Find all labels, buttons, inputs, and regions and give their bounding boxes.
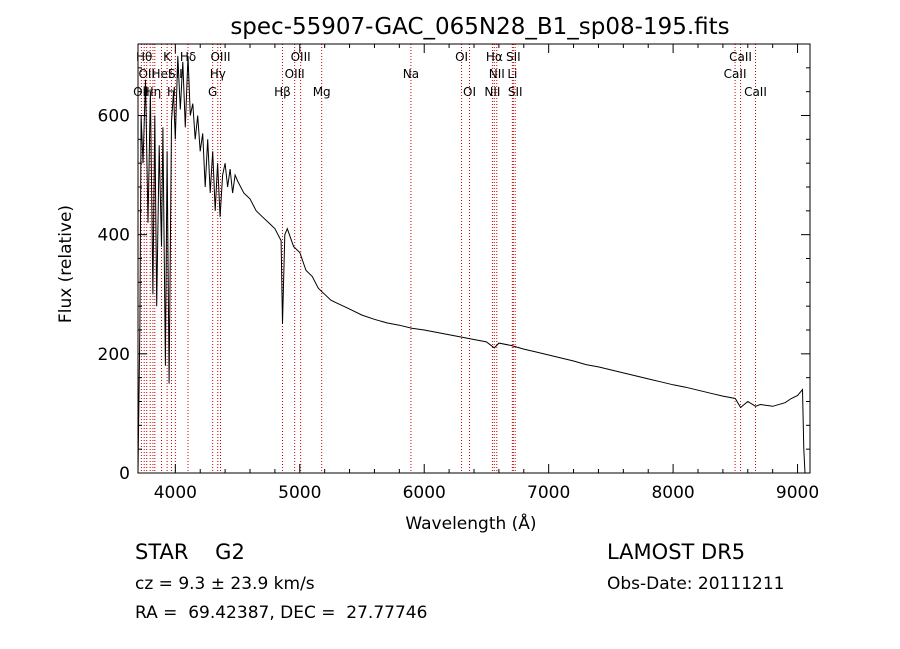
- spectrum-line: [137, 55, 806, 474]
- spectral-line-label: SII: [508, 85, 523, 99]
- y-tick-label: 400: [98, 226, 130, 246]
- spectral-line-label: K: [163, 50, 172, 64]
- spectral-line-label: CaII: [744, 85, 767, 99]
- spectral-line-label: G: [208, 85, 217, 99]
- x-tick-label: 4000: [154, 483, 197, 503]
- spectral-line-label: Na: [403, 67, 419, 81]
- spectral-line-label: Hη: [145, 85, 162, 99]
- observation-date: Obs-Date: 20111211: [607, 574, 785, 594]
- spectral-line-label: OIII: [285, 67, 305, 81]
- x-tick-label: 8000: [651, 483, 694, 503]
- spectral-line-label: Hα: [486, 50, 503, 64]
- coordinates: RA = 69.42387, DEC = 27.77746: [135, 603, 428, 623]
- spectral-line-label: OIII: [291, 50, 311, 64]
- x-tick-label: 6000: [403, 483, 446, 503]
- object-class: STAR G2: [135, 540, 245, 564]
- spectral-line-label: OI: [463, 85, 476, 99]
- spectral-line-label: Hβ: [274, 85, 291, 99]
- y-tick-label: 200: [98, 345, 130, 365]
- spectral-line-markers: [140, 44, 756, 473]
- redshift-velocity: cz = 9.3 ± 23.9 km/s: [135, 574, 315, 594]
- spectral-line-label: H: [167, 85, 176, 99]
- spectral-line-label: CaII: [724, 67, 747, 81]
- y-axis: 0 200 400 600: [98, 67, 810, 484]
- spectral-line-label: OII: [138, 67, 155, 81]
- x-tick-label: 7000: [527, 483, 570, 503]
- spectral-line-label: CaII: [729, 50, 752, 64]
- spectral-line-label: NII: [484, 85, 500, 99]
- chart-title: spec-55907-GAC_065N28_B1_sp08-195.fits: [230, 14, 729, 40]
- spectral-line-labels: OIIHθOIIHηHeIKHSIIHδGHγOIIIHβOIIIOIIIMgN…: [133, 50, 767, 99]
- x-axis: 4000 5000 6000 7000 8000 9000: [154, 44, 819, 503]
- spectral-line-label: Li: [507, 67, 517, 81]
- y-axis-label: Flux (relative): [56, 205, 76, 323]
- y-tick-label: 600: [98, 107, 130, 127]
- spectral-line-label: SII: [168, 67, 183, 81]
- spectral-line-label: OIII: [210, 50, 230, 64]
- spectral-line-label: HeI: [152, 67, 172, 81]
- spectral-line-label: NII: [489, 67, 505, 81]
- x-axis-label: Wavelength (Å): [405, 512, 536, 534]
- x-tick-label: 5000: [278, 483, 321, 503]
- spectral-line-label: SII: [506, 50, 521, 64]
- plot-frame: [137, 43, 811, 474]
- spectral-line-label: Hθ: [136, 50, 152, 64]
- x-tick-label: 9000: [776, 483, 819, 503]
- spectral-line-label: Mg: [313, 85, 331, 99]
- survey-name: LAMOST DR5: [607, 540, 746, 564]
- spectral-line-label: OI: [455, 50, 468, 64]
- spectral-line-label: Hγ: [210, 67, 226, 81]
- y-tick-label: 0: [119, 464, 130, 484]
